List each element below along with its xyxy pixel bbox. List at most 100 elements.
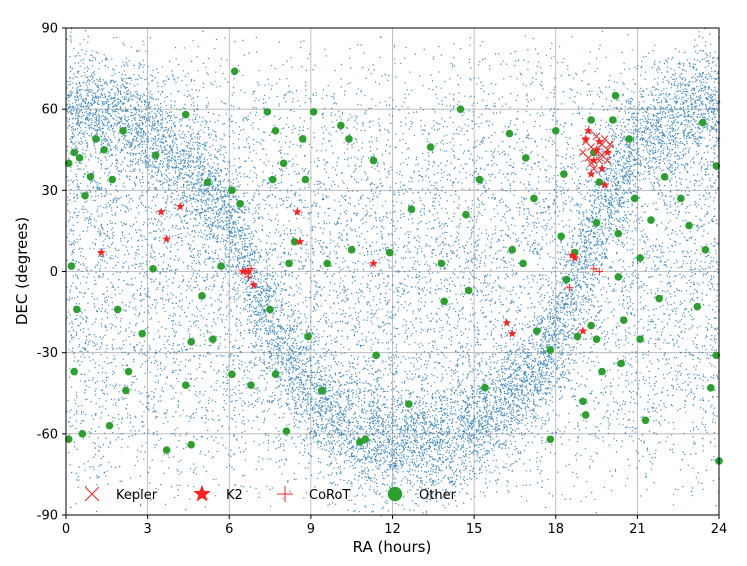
other-point xyxy=(268,175,277,184)
legend-item-k2: K2 xyxy=(193,484,243,503)
other-point xyxy=(181,381,190,389)
other-point xyxy=(271,127,280,135)
other-point xyxy=(385,248,394,257)
other-point xyxy=(323,259,332,268)
other-point xyxy=(304,332,312,341)
y-tick-label: 60 xyxy=(41,103,58,118)
data-series xyxy=(64,67,723,465)
other-point xyxy=(70,367,78,376)
legend-label: K2 xyxy=(226,488,243,503)
other-point xyxy=(301,175,310,184)
series-kepler xyxy=(579,132,615,173)
other-point xyxy=(437,259,446,268)
kepler-point xyxy=(595,156,604,165)
k2-point xyxy=(162,234,172,243)
kepler-point xyxy=(579,148,587,157)
legend-item-kepler: Kepler xyxy=(84,486,158,503)
other-point xyxy=(505,129,514,138)
other-point xyxy=(181,110,190,119)
corot-point xyxy=(595,267,604,276)
other-point xyxy=(619,316,628,325)
legend-label: Other xyxy=(419,488,457,503)
other-point xyxy=(546,435,555,444)
other-point xyxy=(522,154,530,162)
other-point xyxy=(230,67,239,76)
k2-point xyxy=(243,266,253,276)
k2-point xyxy=(584,126,593,135)
other-point xyxy=(217,262,225,270)
other-point xyxy=(108,175,117,184)
k2-point xyxy=(507,329,517,338)
other-point xyxy=(236,200,244,208)
other-point xyxy=(309,108,318,116)
other-point xyxy=(271,370,280,379)
legend-label: CoRoT xyxy=(309,488,350,503)
other-point xyxy=(67,262,76,270)
legend-item-other: Other xyxy=(387,486,457,503)
x-tick-label: 21 xyxy=(629,522,646,537)
k2-point xyxy=(597,164,607,173)
other-point xyxy=(426,143,435,151)
x-tick-label: 12 xyxy=(384,522,401,537)
kepler-point xyxy=(587,159,595,168)
k2-point xyxy=(586,169,596,178)
other-point xyxy=(519,259,527,268)
other-point xyxy=(557,232,565,241)
other-point xyxy=(198,292,206,300)
kepler-point xyxy=(589,164,598,173)
y-tick-label: -30 xyxy=(37,346,58,361)
x-axis-ticks: 0 3 6 9 12 15 18 21 24 xyxy=(62,515,727,537)
y-tick-label: -60 xyxy=(37,427,58,442)
other-point xyxy=(209,335,217,343)
other-point xyxy=(64,435,73,444)
other-point xyxy=(660,173,669,181)
other-point xyxy=(290,237,299,246)
legend-marker-other xyxy=(387,486,403,502)
other-point xyxy=(151,151,160,159)
other-point xyxy=(247,381,255,389)
other-point xyxy=(698,118,707,127)
k2-point xyxy=(175,201,185,211)
background-stars xyxy=(66,28,721,517)
x-tick-label: 18 xyxy=(547,522,564,537)
k2-point xyxy=(592,145,601,154)
other-point xyxy=(405,400,413,408)
other-point xyxy=(592,219,601,227)
other-point xyxy=(86,173,95,181)
other-point xyxy=(279,159,288,168)
other-point xyxy=(369,156,378,165)
other-point xyxy=(481,384,489,392)
other-point xyxy=(105,421,114,430)
other-point xyxy=(712,351,721,360)
other-point xyxy=(187,440,195,449)
k2-point xyxy=(292,207,302,216)
other-point xyxy=(475,175,484,184)
other-point xyxy=(73,305,81,314)
k2-point xyxy=(578,326,588,335)
legend-marker-corot xyxy=(277,486,293,502)
other-point xyxy=(562,275,571,284)
legend-label: Kepler xyxy=(116,488,158,503)
x-tick-label: 24 xyxy=(711,522,728,537)
k2-point xyxy=(603,147,612,157)
other-point xyxy=(64,159,73,168)
legend: Kepler K2 CoRoT Other xyxy=(84,484,457,503)
kepler-point xyxy=(606,140,615,149)
k2-point xyxy=(238,266,248,276)
other-point xyxy=(92,135,100,143)
x-tick-label: 15 xyxy=(466,522,483,537)
other-point xyxy=(407,205,416,214)
other-point xyxy=(573,332,582,341)
other-point xyxy=(614,229,623,238)
series-other xyxy=(64,67,723,465)
other-point xyxy=(625,135,634,143)
k2-point xyxy=(502,318,512,327)
x-tick-label: 6 xyxy=(225,522,233,537)
other-point xyxy=(285,259,293,268)
k2-point xyxy=(581,134,591,143)
other-point xyxy=(462,210,470,219)
other-point xyxy=(581,411,590,419)
other-point xyxy=(456,105,465,113)
other-point xyxy=(560,170,568,178)
other-point xyxy=(81,191,89,200)
